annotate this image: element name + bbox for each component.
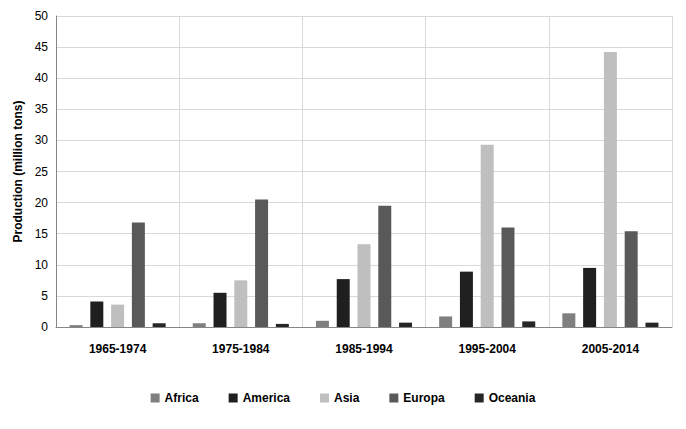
svg-text:1975-1984: 1975-1984	[212, 342, 270, 356]
svg-text:Asia: Asia	[334, 391, 360, 405]
svg-text:35: 35	[35, 102, 49, 116]
svg-text:America: America	[243, 391, 291, 405]
svg-text:10: 10	[35, 258, 49, 272]
svg-text:Africa: Africa	[165, 391, 199, 405]
svg-text:1995-2004: 1995-2004	[459, 342, 517, 356]
svg-text:1965-1974: 1965-1974	[89, 342, 147, 356]
svg-text:25: 25	[35, 165, 49, 179]
svg-text:Oceania: Oceania	[489, 391, 536, 405]
svg-text:0: 0	[41, 320, 48, 334]
svg-text:50: 50	[35, 9, 49, 23]
svg-text:1985-1994: 1985-1994	[335, 342, 393, 356]
svg-text:15: 15	[35, 227, 49, 241]
svg-text:2005-2014: 2005-2014	[582, 342, 640, 356]
svg-text:5: 5	[41, 289, 48, 303]
svg-text:30: 30	[35, 133, 49, 147]
svg-text:40: 40	[35, 71, 49, 85]
svg-text:Europa: Europa	[403, 391, 445, 405]
svg-text:Production (million tons): Production (million tons)	[11, 101, 25, 243]
svg-text:45: 45	[35, 40, 49, 54]
svg-text:20: 20	[35, 196, 49, 210]
